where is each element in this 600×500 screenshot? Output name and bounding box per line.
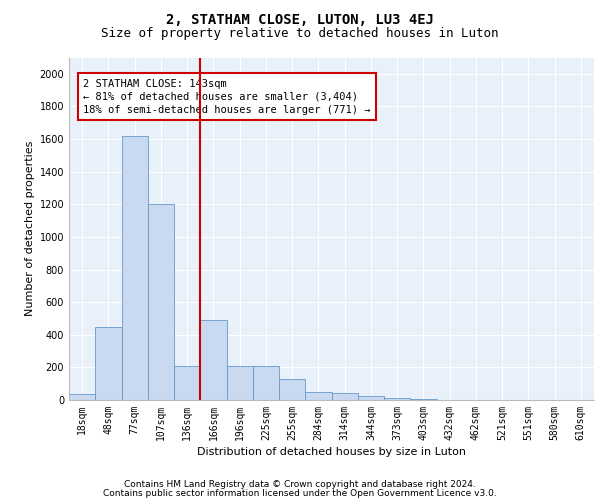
Text: Size of property relative to detached houses in Luton: Size of property relative to detached ho…	[101, 28, 499, 40]
Bar	[358, 396, 384, 400]
Bar	[148, 204, 174, 400]
Y-axis label: Number of detached properties: Number of detached properties	[25, 141, 35, 316]
Bar	[279, 379, 305, 400]
Bar	[121, 136, 148, 400]
Bar	[384, 398, 410, 400]
Bar	[174, 366, 200, 400]
Bar	[69, 394, 95, 400]
Bar	[200, 320, 227, 400]
Bar	[410, 399, 437, 400]
Text: Contains HM Land Registry data © Crown copyright and database right 2024.: Contains HM Land Registry data © Crown c…	[124, 480, 476, 489]
Bar	[331, 394, 358, 400]
Bar	[95, 326, 121, 400]
X-axis label: Distribution of detached houses by size in Luton: Distribution of detached houses by size …	[197, 447, 466, 457]
Text: 2, STATHAM CLOSE, LUTON, LU3 4EJ: 2, STATHAM CLOSE, LUTON, LU3 4EJ	[166, 12, 434, 26]
Bar	[253, 366, 279, 400]
Text: 2 STATHAM CLOSE: 143sqm
← 81% of detached houses are smaller (3,404)
18% of semi: 2 STATHAM CLOSE: 143sqm ← 81% of detache…	[83, 78, 371, 115]
Bar	[305, 392, 331, 400]
Bar	[227, 366, 253, 400]
Text: Contains public sector information licensed under the Open Government Licence v3: Contains public sector information licen…	[103, 489, 497, 498]
